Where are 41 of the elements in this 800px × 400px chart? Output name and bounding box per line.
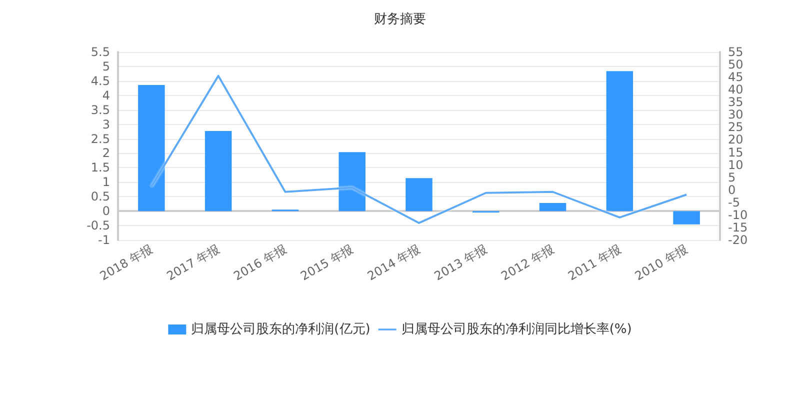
y2-tick-label: -15 xyxy=(728,220,748,234)
bar xyxy=(406,178,432,212)
bar xyxy=(673,211,700,224)
chart-title: 财务摘要 xyxy=(374,12,426,27)
y-tick-label: 2.5 xyxy=(90,132,110,146)
legend-label: 归属母公司股东的净利润同比增长率(%) xyxy=(401,321,632,337)
bar xyxy=(138,84,165,212)
y2-tick-label: 5 xyxy=(728,170,736,184)
legend-label: 归属母公司股东的净利润(亿元) xyxy=(191,322,370,337)
y2-tick-label: 0 xyxy=(728,182,736,197)
y-tick-label: -1 xyxy=(98,233,110,247)
bar xyxy=(539,202,566,212)
y2-tick-label: 40 xyxy=(728,82,744,97)
y2-tick-label: 10 xyxy=(728,158,744,172)
bar xyxy=(204,130,232,212)
y-tick-label: 1.5 xyxy=(90,160,110,175)
y2-tick-label: 45 xyxy=(728,70,744,84)
y2-tick-label: -10 xyxy=(728,208,748,222)
bar xyxy=(338,152,366,212)
bar xyxy=(606,71,634,212)
y2-tick-label: 20 xyxy=(728,132,744,147)
y2-tick-label: 55 xyxy=(728,45,744,59)
y2-tick-label: 50 xyxy=(728,58,744,72)
y-tick-label: 4 xyxy=(102,88,110,102)
y-tick-label: 5.5 xyxy=(90,45,110,59)
y-tick-label: -0.5 xyxy=(86,218,110,233)
y-tick-label: 5 xyxy=(102,59,110,74)
y-tick-label: 0.5 xyxy=(90,190,110,204)
y2-tick-label: 25 xyxy=(728,120,744,134)
y-tick-label: 0 xyxy=(102,204,110,218)
y-tick-label: 4.5 xyxy=(90,74,110,88)
y-tick-label: 2 xyxy=(102,146,110,160)
y-tick-label: 1 xyxy=(102,175,110,190)
y2-tick-label: -20 xyxy=(728,233,748,247)
y2-tick-label: 35 xyxy=(728,95,744,110)
y2-tick-label: -5 xyxy=(728,195,740,210)
y-tick-label: 3 xyxy=(102,117,110,132)
line-series xyxy=(150,74,688,224)
y2-tick-label: 30 xyxy=(728,108,744,122)
y2-tick-label: 15 xyxy=(728,145,744,160)
y-tick-label: 3.5 xyxy=(90,102,110,117)
